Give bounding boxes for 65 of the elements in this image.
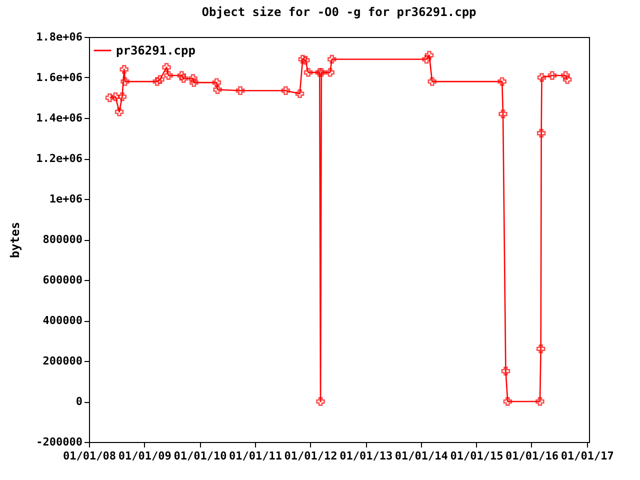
x-tick-label: 01/01/14 <box>394 450 448 462</box>
point <box>156 75 164 84</box>
point <box>498 110 508 118</box>
point <box>213 85 222 94</box>
y-tick-label: 1.4e+06 <box>36 112 83 124</box>
point <box>114 108 124 116</box>
y-tick-label: 200000 <box>42 354 82 368</box>
x-tick-label: 01/01/11 <box>228 450 282 462</box>
point <box>301 56 310 65</box>
point <box>177 71 186 80</box>
point <box>162 63 171 72</box>
y-tick-label: 0 <box>76 395 82 408</box>
point <box>120 65 128 74</box>
point <box>536 344 546 354</box>
point <box>298 54 308 64</box>
x-tick-label: 01/01/17 <box>560 450 614 462</box>
y-tick-label: 1e+06 <box>49 192 83 206</box>
point <box>190 78 198 87</box>
y-tick-label: 1.6e+06 <box>36 71 83 84</box>
point <box>328 54 336 64</box>
point <box>295 89 304 98</box>
x-tick-label: 01/01/12 <box>284 450 338 462</box>
point <box>537 73 546 82</box>
y-axis-title: bytes <box>8 222 22 258</box>
point <box>317 68 326 77</box>
point <box>422 54 431 64</box>
x-tick-label: 01/01/15 <box>450 450 504 462</box>
point <box>536 128 546 138</box>
point <box>111 92 120 102</box>
point <box>561 71 570 80</box>
point <box>501 366 510 376</box>
point <box>304 68 313 77</box>
point <box>562 75 572 84</box>
point <box>236 86 245 96</box>
point <box>188 74 198 83</box>
point <box>326 68 334 77</box>
chart-title: Object size for -O0 -g for pr36291.cpp <box>202 5 476 19</box>
x-tick-label: 01/01/10 <box>174 450 227 462</box>
point <box>118 92 127 102</box>
point <box>281 86 290 96</box>
point <box>212 78 222 87</box>
x-tick-label: 01/01/13 <box>340 450 393 462</box>
y-tick-label: 800000 <box>42 233 82 246</box>
point <box>105 93 114 102</box>
point <box>548 71 557 80</box>
point <box>424 50 434 60</box>
x-tick-label: 01/01/16 <box>505 450 559 462</box>
point <box>315 68 324 77</box>
y-tick-label: -200000 <box>36 436 82 448</box>
point <box>152 77 162 86</box>
point <box>179 74 188 83</box>
point <box>536 397 544 406</box>
point <box>498 77 506 86</box>
y-tick-label: 400000 <box>42 314 82 327</box>
x-tick-label: 01/01/09 <box>118 450 172 462</box>
point <box>120 77 130 86</box>
legend-label: pr36291.cpp <box>116 44 196 58</box>
point <box>503 397 512 406</box>
point <box>428 77 436 86</box>
y-tick-label: 600000 <box>42 274 82 286</box>
x-tick-label: 01/01/08 <box>63 450 116 462</box>
point <box>164 71 173 80</box>
y-tick-label: 1.8e+06 <box>36 30 83 44</box>
point <box>316 397 325 406</box>
y-tick-label: 1.2e+06 <box>36 152 83 165</box>
